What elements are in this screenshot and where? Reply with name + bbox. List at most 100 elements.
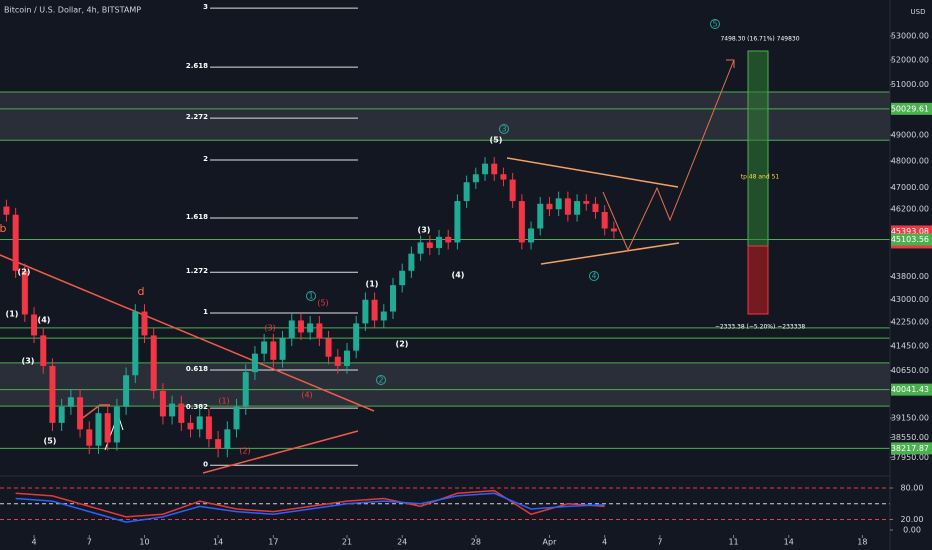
candle-body: [242, 372, 249, 407]
price-label-box: [891, 442, 932, 455]
x-tick-label: 7: [657, 538, 662, 547]
arrow-head: [726, 59, 735, 68]
candle-body: [343, 350, 350, 366]
wave-label: (4): [301, 391, 312, 400]
candle-body: [601, 211, 608, 229]
candle-body: [150, 335, 157, 391]
wave-label: 1: [308, 292, 313, 301]
candle-body: [86, 429, 93, 446]
candle-body: [380, 311, 387, 321]
candle-body: [95, 413, 102, 446]
fib-label: 2: [203, 155, 208, 163]
candle-body: [472, 174, 479, 183]
wave-circle: [376, 375, 386, 385]
candle-body: [574, 201, 581, 215]
axis-layer: 53000.00 52000.00 51000.00 49000.00 48000.00…: [32, 32, 932, 547]
candle-body: [564, 198, 571, 215]
candle-body: [77, 397, 84, 430]
wave-label: (2): [18, 268, 31, 277]
candle-body: [233, 406, 240, 430]
candle-body: [132, 311, 139, 376]
x-tick-label: 18: [857, 538, 867, 547]
y-tick-label: 41450.00: [891, 342, 929, 351]
candle-body: [279, 338, 286, 360]
y-tick-label: 40650.00: [891, 366, 929, 375]
candle-body: [123, 375, 130, 407]
candle-body: [40, 335, 47, 366]
x-tick-label: Apr: [543, 538, 558, 547]
candle-body: [224, 429, 231, 449]
candle-body: [482, 163, 489, 175]
candle-body: [353, 323, 360, 351]
stop-zone: [747, 245, 769, 315]
x-tick-label: 14: [784, 538, 794, 547]
candle-body: [297, 320, 304, 333]
wave-label: (2): [396, 340, 409, 349]
fib-label: 0: [203, 460, 208, 468]
wave-label: (3): [264, 324, 275, 333]
trendline: [202, 430, 359, 474]
fib-label: 1.272: [186, 267, 208, 275]
candle-body: [187, 422, 194, 430]
wave-label: d: [138, 285, 145, 298]
chart-title: Bitcoin / U.S. Dollar, 4h, BITSTAMP: [4, 6, 141, 15]
wave-circle: [306, 291, 316, 301]
currency: USD: [911, 8, 926, 16]
candle-body: [270, 341, 277, 360]
candle-body: [31, 314, 38, 336]
wave-label: (4): [452, 271, 465, 280]
price-label-box: [891, 102, 932, 115]
x-tick-label: 11: [728, 538, 738, 547]
wave-label: 5: [712, 20, 717, 29]
candle-body: [518, 201, 525, 243]
candle-body: [205, 416, 212, 440]
trendline: [0, 254, 375, 412]
candle-body: [21, 270, 28, 315]
osc-tick-label: 0.00: [903, 526, 921, 535]
candle-body: [436, 236, 443, 249]
candle-body: [426, 242, 433, 249]
wave-label: (5): [317, 299, 328, 308]
candle-body: [12, 214, 19, 271]
candle-body: [362, 299, 369, 324]
target-zone: [747, 50, 769, 247]
price-label: 38217.87: [891, 444, 929, 453]
wave-label: 3: [501, 125, 506, 134]
candles: [3, 157, 617, 523]
x-tick-label: 14: [213, 538, 223, 547]
candle-body: [325, 338, 332, 357]
projection: [602, 59, 735, 252]
candle-body: [371, 299, 378, 321]
x-tick-label: 24: [397, 538, 407, 547]
candle-body: [417, 242, 424, 254]
wave-line: [79, 404, 110, 421]
fib-label: 2.618: [186, 62, 208, 70]
background-layer: 3 2.618 2.272 2 1.618 1.272 1 0.618 0.382 0: [0, 3, 890, 520]
y-tick-label: 52000.00: [891, 56, 929, 65]
candle-body: [528, 228, 535, 243]
candle-body: [104, 413, 111, 443]
wave-circle: [710, 19, 720, 29]
triangle-line: [506, 157, 679, 188]
candle-body: [509, 179, 516, 202]
candle-body: [500, 174, 507, 180]
y-tick-label: 53000.00: [891, 32, 929, 41]
candle-body: [261, 341, 268, 354]
y-tick-label: 51000.00: [891, 80, 929, 89]
osc-tick-label: 80.00: [901, 484, 924, 493]
fib-label: 0.382: [186, 403, 208, 411]
fib-label: 0.618: [186, 365, 208, 373]
x-tick-label: 4: [602, 538, 607, 547]
x-tick-label: 28: [471, 538, 481, 547]
wave-label: (4): [38, 316, 51, 325]
candle-body: [408, 253, 415, 271]
fib-label: 1.618: [186, 213, 208, 221]
x-tick-label: 17: [268, 538, 278, 547]
candle-body: [610, 228, 617, 232]
candle-body: [454, 201, 461, 243]
y-tick-label: 39150.00: [891, 414, 929, 423]
candle-body: [169, 403, 176, 417]
candle-body: [196, 416, 203, 430]
candle-body: [546, 203, 553, 210]
